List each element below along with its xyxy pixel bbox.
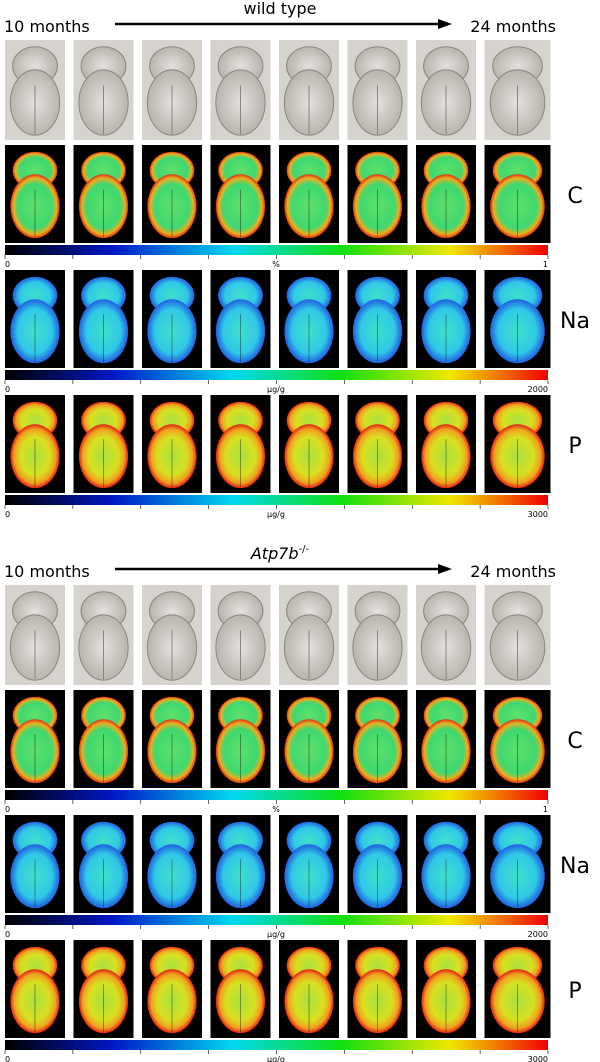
brain-cerebrum (284, 299, 334, 364)
brain-cerebrum (284, 174, 334, 239)
start-label: 10 months (4, 562, 90, 581)
color-bar-max: 3000 (528, 1055, 548, 1062)
brain-cerebrum (490, 844, 545, 909)
group-label: wild type (244, 0, 317, 18)
color-bar (5, 370, 548, 380)
color-bar-min: 0 (5, 510, 10, 519)
group-superscript: -/- (299, 544, 310, 555)
brain-cerebrum (421, 299, 471, 364)
brain-cerebrum (147, 424, 197, 489)
brain-cerebrum (78, 174, 129, 239)
brain-cerebrum (490, 969, 545, 1034)
color-bar-max: 1 (543, 805, 548, 814)
brain-cerebrum (352, 299, 403, 364)
brain-cerebrum (78, 844, 129, 909)
end-label: 24 months (470, 562, 556, 581)
brain-cerebrum (215, 299, 266, 364)
color-bar-max: 2000 (528, 385, 548, 394)
color-bar-min: 0 (5, 930, 10, 939)
arrow-head (438, 19, 452, 29)
color-bar-unit: µg/g (267, 385, 285, 394)
color-bar-min: 0 (5, 1055, 10, 1062)
brain-cerebrum (78, 719, 129, 784)
brain-cerebrum (352, 844, 403, 909)
color-bar-min: 0 (5, 805, 10, 814)
brain-cerebrum (284, 719, 334, 784)
brain-cerebrum (284, 424, 334, 489)
brain-cerebrum (10, 299, 60, 364)
brain-cerebrum (215, 969, 266, 1034)
color-bar-unit: % (272, 260, 280, 269)
color-bar-unit: µg/g (267, 1055, 285, 1062)
brain-cerebrum (10, 844, 60, 909)
brain-cerebrum (147, 299, 197, 364)
start-label: 10 months (4, 17, 90, 36)
color-bar-max: 3000 (528, 510, 548, 519)
color-bar (5, 245, 548, 255)
brain-cerebrum (147, 174, 197, 239)
brain-cerebrum (490, 299, 545, 364)
color-bar (5, 495, 548, 505)
element-label: C (567, 184, 582, 209)
color-bar-min: 0 (5, 260, 10, 269)
brain-cerebrum (78, 424, 129, 489)
brain-cerebrum (421, 174, 471, 239)
color-bar-unit: µg/g (267, 510, 285, 519)
group-name: Atp7b (250, 544, 299, 563)
brain-cerebrum (490, 719, 545, 784)
brain-cerebrum (215, 174, 266, 239)
brain-cerebrum (352, 424, 403, 489)
brain-cerebrum (284, 969, 334, 1034)
brain-cerebrum (421, 424, 471, 489)
brain-cerebrum (490, 424, 545, 489)
brain-cerebrum (10, 424, 60, 489)
element-label: P (568, 979, 581, 1004)
brain-cerebrum (78, 299, 129, 364)
brain-cerebrum (10, 719, 60, 784)
brain-cerebrum (215, 844, 266, 909)
group-name: wild type (244, 0, 317, 18)
color-bar (5, 790, 548, 800)
brain-cerebrum (78, 969, 129, 1034)
brain-cerebrum (490, 174, 545, 239)
brain-cerebrum (10, 174, 60, 239)
element-label: P (568, 434, 581, 459)
brain-cerebrum (421, 969, 471, 1034)
color-bar-max: 2000 (528, 930, 548, 939)
brain-cerebrum (421, 719, 471, 784)
brain-cerebrum (10, 969, 60, 1034)
brain-cerebrum (147, 844, 197, 909)
end-label: 24 months (470, 17, 556, 36)
brain-cerebrum (147, 969, 197, 1034)
brain-cerebrum (352, 969, 403, 1034)
brain-cerebrum (147, 719, 197, 784)
element-label: C (567, 729, 582, 754)
brain-cerebrum (215, 719, 266, 784)
color-bar-unit: µg/g (267, 930, 285, 939)
color-bar-unit: % (272, 805, 280, 814)
group-label: Atp7b-/- (250, 544, 310, 563)
brain-cerebrum (215, 424, 266, 489)
element-label: Na (560, 309, 590, 334)
color-bar (5, 1040, 548, 1050)
color-bar-min: 0 (5, 385, 10, 394)
color-bar (5, 915, 548, 925)
brain-cerebrum (284, 844, 334, 909)
arrow-head (438, 564, 452, 574)
brain-cerebrum (352, 719, 403, 784)
brain-cerebrum (421, 844, 471, 909)
brain-cerebrum (352, 174, 403, 239)
element-label: Na (560, 854, 590, 879)
color-bar-max: 1 (543, 260, 548, 269)
